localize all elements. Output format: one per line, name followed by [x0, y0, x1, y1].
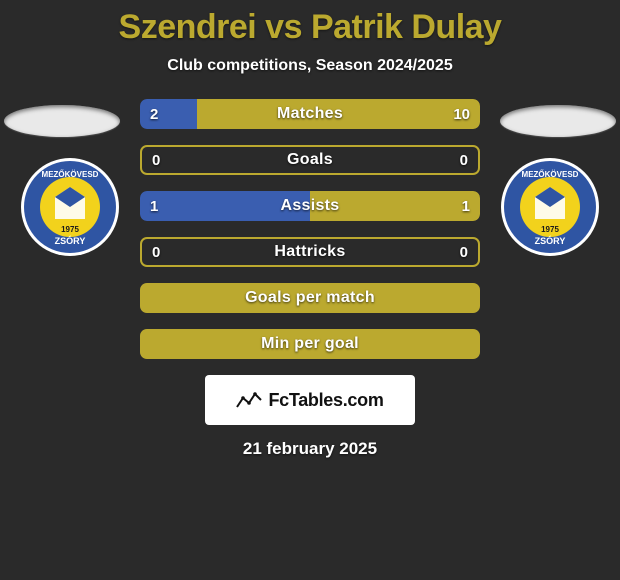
stat-value-left: 0 [152, 239, 160, 265]
svg-text:MEZŐKÖVESD: MEZŐKÖVESD [522, 170, 579, 179]
subtitle: Club competitions, Season 2024/2025 [0, 57, 620, 75]
brand-logo-icon [236, 390, 262, 410]
brand-attribution: FcTables.com [205, 375, 415, 425]
stat-bar-hattricks: Hattricks0 0 [140, 237, 480, 267]
club-badge-right: MEZŐKÖVESD ZSÓRY 1975 [500, 157, 600, 257]
brand-text: FcTables.com [268, 390, 383, 411]
stat-value-right: 0 [460, 147, 468, 173]
svg-text:ZSÓRY: ZSÓRY [55, 235, 86, 246]
page-title: Szendrei vs Patrik Dulay [0, 0, 620, 47]
stat-label: Goals [142, 147, 478, 173]
stat-label: Hattricks [142, 239, 478, 265]
stat-bar-goals-per-match: Goals per match [140, 283, 480, 313]
date-text: 21 february 2025 [0, 439, 620, 459]
club-badge-left: MEZŐKÖVESD ZSÓRY 1975 [20, 157, 120, 257]
comparison-stage: MEZŐKÖVESD ZSÓRY 1975 MEZŐKÖVESD ZSÓRY 1… [0, 99, 620, 459]
player-avatar-left-placeholder [4, 105, 120, 137]
stat-label: Goals per match [140, 283, 480, 313]
stat-label: Min per goal [140, 329, 480, 359]
stat-bar-min-per-goal: Min per goal [140, 329, 480, 359]
stat-bars: Matches210Goals00Assists11Hattricks00Goa… [140, 99, 480, 359]
svg-text:1975: 1975 [61, 225, 79, 234]
stat-value-left: 0 [152, 147, 160, 173]
stat-bar-assists: Assists11 [140, 191, 480, 221]
player-avatar-right-placeholder [500, 105, 616, 137]
svg-text:ZSÓRY: ZSÓRY [535, 235, 566, 246]
stat-value-right: 0 [460, 239, 468, 265]
stat-bar-matches: Matches210 [140, 99, 480, 129]
stat-bar-goals: Goals0 0 [140, 145, 480, 175]
svg-text:1975: 1975 [541, 225, 559, 234]
svg-text:MEZŐKÖVESD: MEZŐKÖVESD [42, 170, 99, 179]
